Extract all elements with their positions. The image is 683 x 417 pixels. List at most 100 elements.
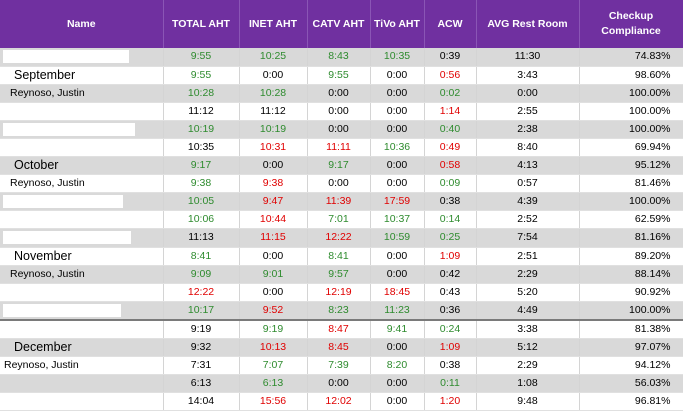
cell-catv-aht[interactable]: 8:45 <box>307 338 371 357</box>
cell-inet-aht[interactable]: 11:15 <box>239 228 308 248</box>
cell-tivo-aht[interactable]: 0:00 <box>370 120 425 139</box>
cell-catv-aht[interactable]: 9:57 <box>307 265 371 284</box>
cell-checkup-compliance[interactable]: 100.00% <box>579 102 683 121</box>
cell-avg-rest-room[interactable]: 0:57 <box>476 174 580 194</box>
cell-name[interactable] <box>0 283 164 302</box>
cell-tivo-aht[interactable]: 0:00 <box>370 174 425 194</box>
cell-avg-rest-room[interactable]: 4:39 <box>476 192 580 212</box>
cell-name[interactable] <box>0 228 164 248</box>
cell-name[interactable]: September <box>0 66 164 85</box>
cell-inet-aht[interactable]: 6:13 <box>239 374 308 394</box>
cell-checkup-compliance[interactable]: 98.60% <box>579 66 683 85</box>
cell-tivo-aht[interactable]: 11:23 <box>370 301 425 321</box>
cell-total-aht[interactable]: 6:13 <box>163 374 240 394</box>
cell-inet-aht[interactable]: 10:19 <box>239 120 308 139</box>
cell-total-aht[interactable]: 10:19 <box>163 120 240 139</box>
cell-name[interactable]: Reynoso, Justin <box>0 84 164 103</box>
cell-tivo-aht[interactable]: 8:20 <box>370 356 425 376</box>
cell-total-aht[interactable]: 11:12 <box>163 102 240 121</box>
cell-total-aht[interactable]: 7:31 <box>163 356 240 376</box>
cell-inet-aht[interactable]: 9:38 <box>239 174 308 194</box>
cell-name[interactable] <box>0 318 164 339</box>
table-row[interactable]: 10:05 9:47 11:39 17:59 0:38 4:39 100.00% <box>0 192 683 212</box>
cell-catv-aht[interactable]: 12:02 <box>307 392 371 412</box>
cell-inet-aht[interactable]: 0:00 <box>239 283 308 302</box>
cell-inet-aht[interactable]: 10:13 <box>239 338 308 357</box>
cell-avg-rest-room[interactable]: 8:40 <box>476 138 580 158</box>
cell-total-aht[interactable]: 9:32 <box>163 338 240 357</box>
cell-name[interactable]: Reynoso, Justin <box>0 356 164 376</box>
cell-total-aht[interactable]: 9:17 <box>163 156 240 176</box>
cell-inet-aht[interactable]: 10:28 <box>239 84 308 103</box>
cell-tivo-aht[interactable]: 10:37 <box>370 210 425 230</box>
table-row[interactable]: 10:19 10:19 0:00 0:00 0:40 2:38 100.00% <box>0 120 683 139</box>
cell-total-aht[interactable]: 9:38 <box>163 174 240 194</box>
cell-name[interactable] <box>0 120 164 139</box>
cell-checkup-compliance[interactable]: 97.07% <box>579 338 683 357</box>
table-row[interactable]: Reynoso, Justin 7:31 7:07 7:39 8:20 0:38 2:29 9… <box>0 356 683 376</box>
cell-name[interactable] <box>0 392 164 412</box>
cell-acw[interactable]: 0:38 <box>424 356 477 376</box>
cell-catv-aht[interactable]: 7:01 <box>307 210 371 230</box>
table-row[interactable]: 9:55 10:25 8:43 10:35 0:39 11:30 74.83% <box>0 48 683 67</box>
cell-acw[interactable]: 0:43 <box>424 283 477 302</box>
cell-tivo-aht[interactable]: 10:35 <box>370 48 425 67</box>
cell-tivo-aht[interactable]: 0:00 <box>370 102 425 121</box>
cell-avg-rest-room[interactable]: 3:43 <box>476 66 580 85</box>
cell-checkup-compliance[interactable]: 81.38% <box>579 318 683 339</box>
cell-acw[interactable]: 1:09 <box>424 338 477 357</box>
cell-acw[interactable]: 0:02 <box>424 84 477 103</box>
cell-tivo-aht[interactable]: 0:00 <box>370 247 425 266</box>
cell-checkup-compliance[interactable]: 69.94% <box>579 138 683 158</box>
cell-name[interactable] <box>0 48 164 67</box>
cell-checkup-compliance[interactable]: 90.92% <box>579 283 683 302</box>
table-row[interactable]: 12:22 0:00 12:19 18:45 0:43 5:20 90.92% <box>0 283 683 302</box>
table-row[interactable]: 9:19 9:19 8:47 9:41 0:24 3:38 81.38% <box>0 318 683 339</box>
cell-tivo-aht[interactable]: 18:45 <box>370 283 425 302</box>
cell-acw[interactable]: 0:24 <box>424 318 477 339</box>
cell-checkup-compliance[interactable]: 62.59% <box>579 210 683 230</box>
header-acw[interactable]: ACW <box>424 0 477 48</box>
table-row[interactable]: 6:13 6:13 0:00 0:00 0:11 1:08 56.03% <box>0 374 683 394</box>
cell-name[interactable] <box>0 210 164 230</box>
cell-avg-rest-room[interactable]: 0:00 <box>476 84 580 103</box>
cell-inet-aht[interactable]: 10:25 <box>239 48 308 67</box>
cell-name[interactable] <box>0 102 164 121</box>
table-row[interactable]: Reynoso, Justin 10:28 10:28 0:00 0:00 0:02 0:0… <box>0 84 683 103</box>
cell-checkup-compliance[interactable]: 96.81% <box>579 392 683 412</box>
cell-total-aht[interactable]: 10:17 <box>163 301 240 321</box>
cell-avg-rest-room[interactable]: 1:08 <box>476 374 580 394</box>
cell-catv-aht[interactable]: 8:47 <box>307 318 371 339</box>
cell-tivo-aht[interactable]: 0:00 <box>370 66 425 85</box>
cell-acw[interactable]: 0:11 <box>424 374 477 394</box>
cell-tivo-aht[interactable]: 17:59 <box>370 192 425 212</box>
cell-name[interactable] <box>0 301 164 321</box>
cell-catv-aht[interactable]: 0:00 <box>307 174 371 194</box>
cell-checkup-compliance[interactable]: 100.00% <box>579 120 683 139</box>
cell-avg-rest-room[interactable]: 2:51 <box>476 247 580 266</box>
cell-tivo-aht[interactable]: 0:00 <box>370 338 425 357</box>
cell-checkup-compliance[interactable]: 100.00% <box>579 301 683 321</box>
cell-tivo-aht[interactable]: 0:00 <box>370 374 425 394</box>
cell-acw[interactable]: 1:20 <box>424 392 477 412</box>
cell-catv-aht[interactable]: 9:17 <box>307 156 371 176</box>
cell-inet-aht[interactable]: 10:44 <box>239 210 308 230</box>
cell-avg-rest-room[interactable]: 2:29 <box>476 265 580 284</box>
cell-acw[interactable]: 0:09 <box>424 174 477 194</box>
cell-checkup-compliance[interactable]: 89.20% <box>579 247 683 266</box>
cell-inet-aht[interactable]: 0:00 <box>239 66 308 85</box>
cell-catv-aht[interactable]: 0:00 <box>307 120 371 139</box>
cell-avg-rest-room[interactable]: 2:38 <box>476 120 580 139</box>
cell-acw[interactable]: 0:49 <box>424 138 477 158</box>
cell-avg-rest-room[interactable]: 2:29 <box>476 356 580 376</box>
cell-total-aht[interactable]: 10:05 <box>163 192 240 212</box>
cell-acw[interactable]: 0:39 <box>424 48 477 67</box>
cell-name[interactable] <box>0 192 164 212</box>
cell-tivo-aht[interactable]: 9:41 <box>370 318 425 339</box>
cell-catv-aht[interactable]: 8:41 <box>307 247 371 266</box>
cell-acw[interactable]: 0:58 <box>424 156 477 176</box>
cell-total-aht[interactable]: 14:04 <box>163 392 240 412</box>
cell-catv-aht[interactable]: 0:00 <box>307 102 371 121</box>
cell-name[interactable]: October <box>0 156 164 176</box>
cell-acw[interactable]: 1:09 <box>424 247 477 266</box>
